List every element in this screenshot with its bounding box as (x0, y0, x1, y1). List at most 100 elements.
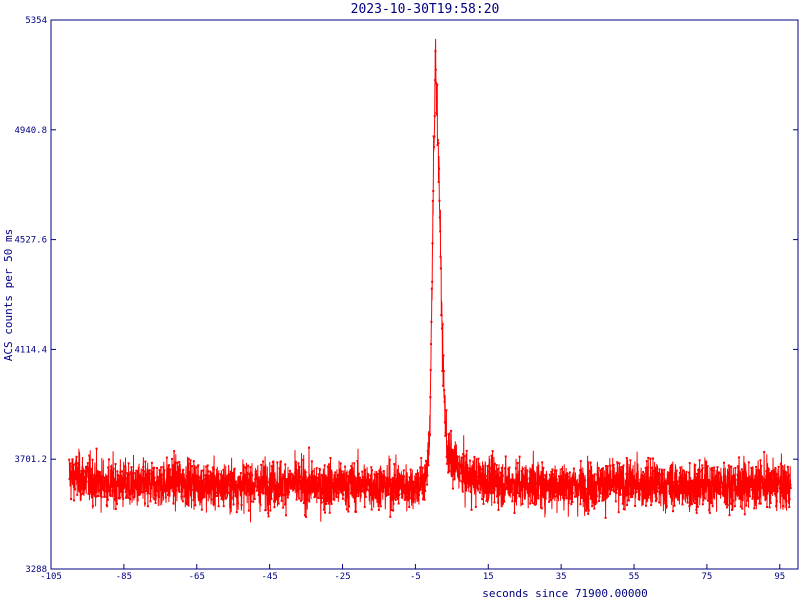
data-point (513, 481, 516, 484)
data-point (544, 474, 547, 477)
data-point (184, 492, 187, 495)
data-point (614, 491, 617, 494)
data-point (218, 490, 221, 493)
data-point (532, 493, 535, 496)
data-point (450, 429, 453, 432)
x-axis-label: seconds since 71900.00000 (482, 587, 648, 600)
data-point (507, 467, 510, 470)
data-point (730, 465, 733, 468)
data-point (683, 478, 686, 481)
data-point (766, 492, 769, 495)
data-point (637, 490, 640, 493)
data-point (338, 473, 341, 476)
data-point (656, 483, 659, 486)
data-point (420, 457, 423, 460)
data-point (86, 465, 89, 468)
data-point (489, 473, 492, 476)
data-point (109, 494, 112, 497)
data-point (431, 280, 434, 283)
data-point (678, 471, 681, 474)
data-point (181, 490, 184, 493)
data-point (640, 477, 643, 480)
data-point (254, 478, 257, 481)
data-point (94, 475, 97, 478)
data-point (225, 484, 228, 487)
data-point (583, 495, 586, 498)
data-point (176, 471, 179, 474)
data-point (273, 506, 276, 509)
data-point (537, 494, 540, 497)
data-point (504, 455, 507, 458)
data-point (491, 469, 494, 472)
data-point (91, 458, 94, 461)
data-point (73, 476, 76, 479)
data-point (167, 485, 170, 488)
data-point (299, 479, 302, 482)
data-point (382, 484, 385, 487)
data-point (106, 498, 109, 501)
data-point (772, 490, 775, 493)
data-point (474, 505, 477, 508)
data-point (439, 255, 442, 258)
data-point (760, 480, 763, 483)
data-point (482, 502, 485, 505)
data-point (433, 115, 436, 118)
data-point (71, 474, 74, 477)
data-point (264, 509, 267, 512)
data-point (399, 481, 402, 484)
data-point (559, 477, 562, 480)
data-point (638, 493, 641, 496)
data-point (291, 473, 294, 476)
data-point (390, 509, 393, 512)
data-point (616, 461, 619, 464)
data-point (436, 83, 439, 86)
data-point (214, 494, 217, 497)
data-point (774, 494, 777, 497)
data-point (235, 511, 238, 514)
data-point (636, 482, 639, 485)
data-point (620, 470, 623, 473)
data-point (633, 487, 636, 490)
data-point (481, 498, 484, 501)
data-point (224, 483, 227, 486)
data-point (644, 496, 647, 499)
data-point (292, 488, 295, 491)
data-point (781, 482, 784, 485)
data-point (518, 455, 521, 458)
data-point (140, 479, 143, 482)
data-point (485, 499, 488, 502)
data-point (220, 497, 223, 500)
data-point (178, 469, 181, 472)
data-point (172, 502, 175, 505)
data-point (238, 477, 241, 480)
data-point (125, 496, 128, 499)
data-point (731, 508, 734, 511)
data-point (437, 142, 440, 145)
data-point (226, 474, 229, 477)
data-point (473, 455, 476, 458)
data-point (464, 489, 467, 492)
data-point (108, 486, 111, 489)
data-point (268, 491, 271, 494)
data-point (679, 466, 682, 469)
data-point (193, 487, 196, 490)
data-point (233, 467, 236, 470)
data-point (259, 488, 262, 491)
data-point (486, 465, 489, 468)
data-point (717, 471, 720, 474)
data-point (127, 462, 130, 465)
data-point (419, 470, 422, 473)
data-point (265, 485, 268, 488)
data-point (373, 493, 376, 496)
data-point (314, 488, 317, 491)
data-point (144, 502, 147, 505)
data-point (308, 500, 311, 503)
data-point (208, 491, 211, 494)
data-point (215, 485, 218, 488)
data-point (710, 502, 713, 505)
data-point (158, 469, 161, 472)
data-point (391, 481, 394, 484)
data-point (198, 499, 201, 502)
data-point (151, 474, 154, 477)
data-point (248, 481, 251, 484)
